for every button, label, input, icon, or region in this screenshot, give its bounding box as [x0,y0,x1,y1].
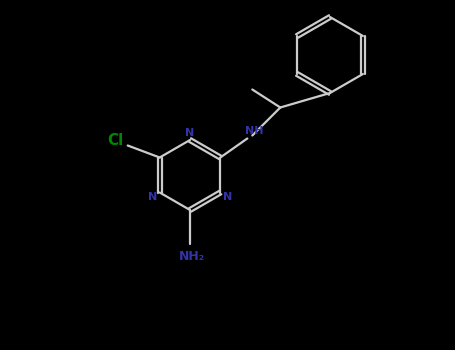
Text: Cl: Cl [107,133,124,148]
Text: N: N [185,128,195,138]
Text: NH: NH [245,126,263,136]
Text: NH₂: NH₂ [179,251,205,264]
Text: N: N [148,193,157,203]
Text: N: N [222,193,232,203]
